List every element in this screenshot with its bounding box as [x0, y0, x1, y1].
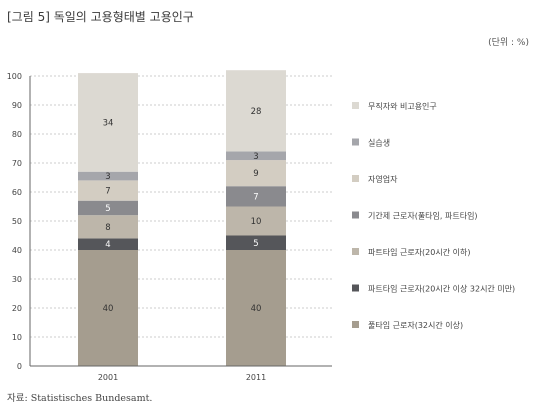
legend-label: 파트타임 근로자(20시간 이상 32시간 미만)	[368, 284, 515, 294]
bar-segment	[226, 151, 286, 161]
bar-segment	[78, 200, 138, 216]
data-label: 7	[253, 192, 258, 202]
bar-segment	[78, 250, 138, 366]
legend-label: 풀타임 근로자(32시간 이상)	[368, 320, 463, 330]
bar-segment	[226, 160, 286, 187]
data-label: 7	[105, 187, 110, 197]
legend-swatch	[352, 321, 359, 328]
chart-title: [그림 5] 독일의 고용형태별 고용인구	[7, 10, 194, 24]
bar-segment	[78, 171, 138, 181]
legend-label: 파트타임 근로자(20시간 이하)	[368, 247, 470, 257]
data-label: 8	[105, 223, 110, 233]
y-tick-label: 90	[12, 101, 22, 110]
data-label: 34	[103, 118, 114, 128]
source-note: 자료: Statistisches Bundesamt.	[7, 393, 153, 404]
bar-segment	[78, 215, 138, 239]
y-tick-label: 80	[12, 130, 22, 139]
data-label: 9	[253, 169, 258, 179]
y-tick-label: 60	[12, 188, 22, 197]
legend-swatch	[352, 138, 359, 146]
data-label: 4	[105, 240, 110, 250]
legend-label: 실습생	[368, 138, 390, 148]
legend-label: 자영업자	[368, 174, 398, 184]
y-tick-label: 70	[12, 159, 22, 168]
bar-segment	[226, 235, 286, 250]
y-tick-label: 100	[7, 72, 22, 81]
bar-segment	[226, 206, 286, 236]
data-label: 5	[253, 239, 258, 249]
data-label: 40	[103, 304, 114, 314]
data-label: 28	[251, 107, 262, 117]
legend-swatch	[352, 102, 359, 109]
legend-swatch	[352, 284, 359, 292]
bar-segment	[226, 70, 286, 152]
legend-swatch	[352, 248, 359, 255]
legend-label: 무직자와 비고용인구	[368, 101, 437, 111]
y-tick-label: 10	[12, 333, 22, 342]
legend-swatch	[352, 175, 359, 182]
stacked-bar-chart: 0 10 20 30 40 50 60 70 80 90 100 40 4 8 5 7 3 34 2001 40 5 10…	[7, 70, 515, 382]
bar-segment	[226, 250, 286, 366]
data-label: 3	[105, 172, 110, 182]
x-category-label: 2011	[246, 373, 266, 382]
bar-segment	[78, 73, 138, 172]
legend-swatch	[352, 211, 359, 219]
y-tick-label: 30	[12, 275, 22, 284]
y-tick-label: 50	[12, 217, 22, 226]
data-label: 5	[105, 204, 110, 214]
bar-segment	[78, 180, 138, 201]
x-category-label: 2001	[98, 373, 118, 382]
legend-label: 기간제 근로자(풀타임, 파트타임)	[368, 211, 478, 221]
y-tick-label: 20	[12, 304, 22, 313]
unit-label: (단위 : %)	[488, 38, 529, 48]
data-label: 40	[251, 304, 262, 314]
y-tick-label: 40	[12, 246, 22, 255]
data-label: 3	[253, 152, 258, 162]
bar-segment	[226, 186, 286, 207]
bar-segment	[78, 238, 138, 250]
data-label: 10	[251, 217, 262, 227]
y-tick-label: 0	[17, 362, 22, 371]
